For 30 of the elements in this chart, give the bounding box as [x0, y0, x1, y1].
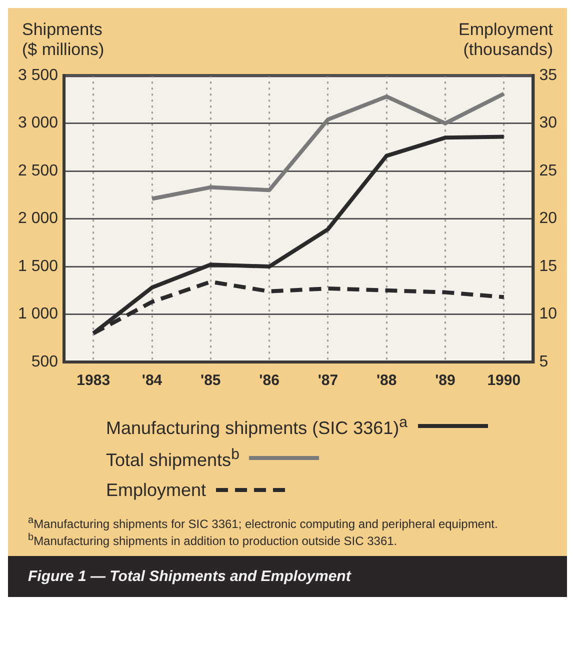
- y2-tick-label: 30: [539, 114, 558, 132]
- y2-tick-label: 15: [539, 258, 558, 275]
- y-tick-label: 2 000: [18, 210, 58, 228]
- x-tick-label: '84: [142, 372, 163, 390]
- x-tick-label: '89: [435, 372, 456, 390]
- y-axis-title: Shipments ($ millions): [22, 20, 104, 60]
- y-tick-label: 3 500: [18, 67, 58, 84]
- x-tick-label: '88: [376, 372, 397, 390]
- y2-tick-label: 10: [539, 306, 558, 323]
- x-tick-label: '87: [318, 372, 338, 390]
- y-tick-label: 2 500: [18, 162, 58, 180]
- x-tick-label: 1983: [76, 372, 110, 390]
- y2-axis-title: Employment (thousands): [458, 20, 553, 60]
- text: Figure 1 — Total Shipments and Employment: [8, 556, 567, 597]
- y2-tick-label: 5: [539, 353, 548, 370]
- y-tick-label: 1 000: [18, 306, 58, 323]
- x-tick-label: '86: [259, 372, 280, 390]
- x-tick-label: 1990: [487, 372, 521, 390]
- y-tick-label: 1 500: [18, 258, 58, 275]
- text: $^{b}$Manufacturing shipments in addition to production outside SIC 3361.: [28, 531, 398, 548]
- y2-tick-label: 35: [539, 67, 558, 84]
- y2-tick-label: 25: [539, 162, 558, 180]
- legend-label: Employment: [106, 480, 206, 500]
- y2-tick-label: 20: [539, 210, 558, 228]
- text: $^{a}$Manufacturing shipments for SIC 3361; electronic computing and peripheral equipment.: [28, 514, 499, 531]
- y-tick-label: 3 000: [18, 114, 58, 132]
- legend-label: Manufacturing shipments (SIC 3361)$^{a}$: [106, 414, 408, 438]
- legend-label: Total shipments$^{b}$: [106, 446, 240, 470]
- x-tick-label: '85: [200, 372, 221, 390]
- y-tick-label: 500: [31, 353, 58, 370]
